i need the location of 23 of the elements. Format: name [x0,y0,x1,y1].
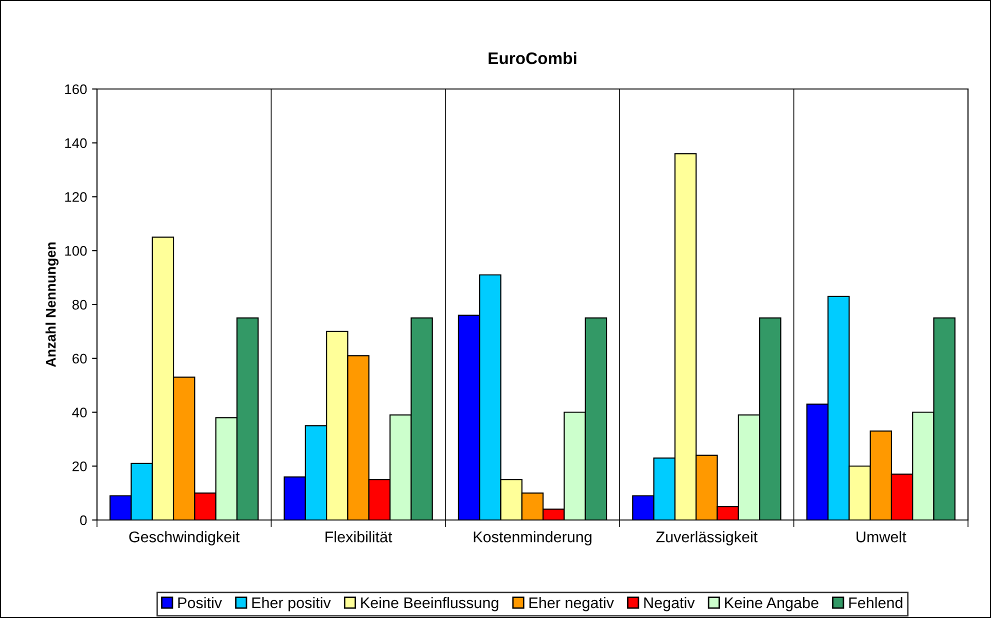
x-tick-label: Flexibilität [326,531,392,542]
y-tick-label: 60 [72,354,87,364]
y-tick-label: 0 [80,515,87,526]
y-tick-label: 80 [72,300,87,310]
legend-label: Negativ [644,596,695,612]
y-tick-label: 100 [65,246,87,256]
x-tick-label: Umwelt [856,531,906,542]
y-tick-label: 160 [65,84,87,94]
legend-label: Keine Angabe [725,596,818,612]
x-tick-label: Kostenminderung [474,531,592,546]
legend-label: Eher positiv [252,596,331,612]
x-tick-label: Geschwindigkeit [129,531,240,546]
legend-label: Fehlend [849,596,902,608]
chart-title: EuroCombi [488,52,576,64]
legend-label: Positiv [178,596,222,608]
x-tick-label: Zuverlässigkeit [656,531,758,546]
y-tick-label: 40 [72,408,87,418]
legend-label: Eher negativ [529,596,614,612]
y-axis-title: Anzahl Nennungen [46,242,59,368]
y-tick-label: 140 [65,138,87,148]
y-tick-label: 20 [72,461,87,472]
y-tick-label: 120 [65,192,87,202]
legend-label: Keine Beeinflussung [361,596,498,612]
